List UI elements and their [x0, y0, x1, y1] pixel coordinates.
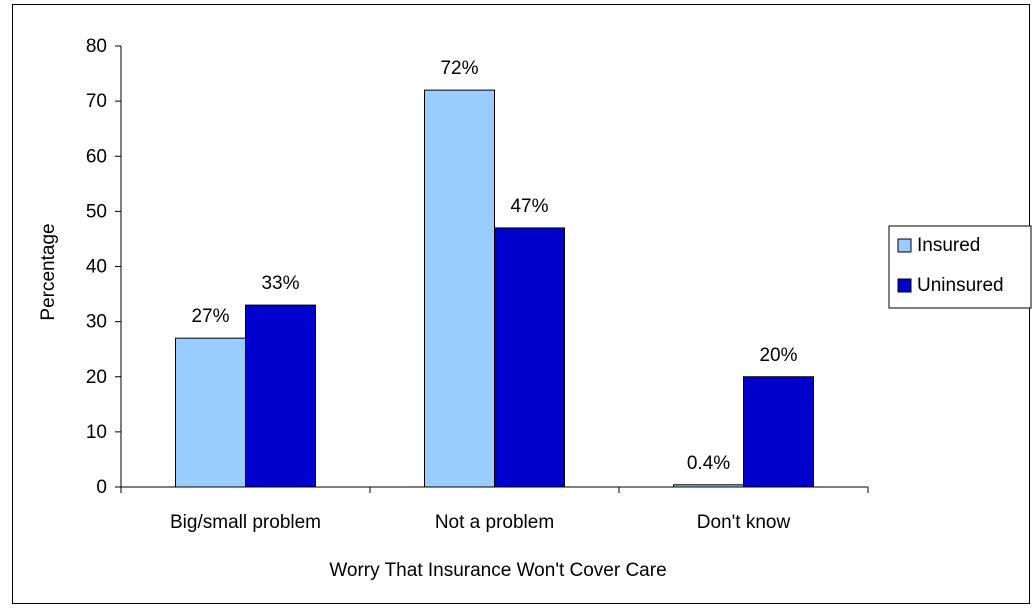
legend-box — [888, 225, 1032, 309]
data-label: 20% — [759, 345, 797, 366]
bar-insured — [175, 337, 246, 488]
y-tick-label: 50 — [86, 201, 107, 222]
y-tick-label: 20 — [86, 367, 107, 388]
data-labels: 27% 33% 72% 47% 0.4% 20% — [191, 58, 797, 474]
legend-label-insured: Insured — [917, 235, 980, 256]
x-axis: Big/small problem Not a problem Don't know — [120, 486, 869, 533]
y-tick-label: 0 — [96, 477, 107, 498]
y-tick-label: 40 — [86, 257, 107, 278]
x-tick-label: Not a problem — [435, 512, 554, 533]
data-label: 27% — [191, 306, 229, 327]
bar-uninsured — [743, 376, 814, 488]
data-label: 0.4% — [687, 453, 730, 474]
legend: Insured Uninsured — [888, 225, 1032, 309]
bar-uninsured — [494, 227, 565, 488]
bar-insured — [424, 89, 495, 488]
bar-uninsured — [245, 304, 316, 488]
y-tick-label: 70 — [86, 91, 107, 112]
x-tick-label: Don't know — [697, 512, 791, 533]
y-tick-label: 80 — [86, 36, 107, 57]
legend-swatch-insured — [897, 238, 912, 253]
y-tick-label: 30 — [86, 312, 107, 333]
legend-swatch-uninsured — [897, 278, 912, 293]
data-label: 33% — [261, 273, 299, 294]
data-label: 72% — [440, 58, 478, 79]
y-axis-title: Percentage — [38, 223, 59, 320]
x-axis-title: Worry That Insurance Won't Cover Care — [329, 560, 666, 581]
legend-label-uninsured: Uninsured — [917, 275, 1004, 296]
y-axis: 0 10 20 30 40 50 60 70 80 — [86, 36, 122, 498]
data-label: 47% — [510, 196, 548, 217]
x-tick-label: Big/small problem — [170, 512, 321, 533]
y-tick-label: 10 — [86, 422, 107, 443]
y-tick-label: 60 — [86, 146, 107, 167]
